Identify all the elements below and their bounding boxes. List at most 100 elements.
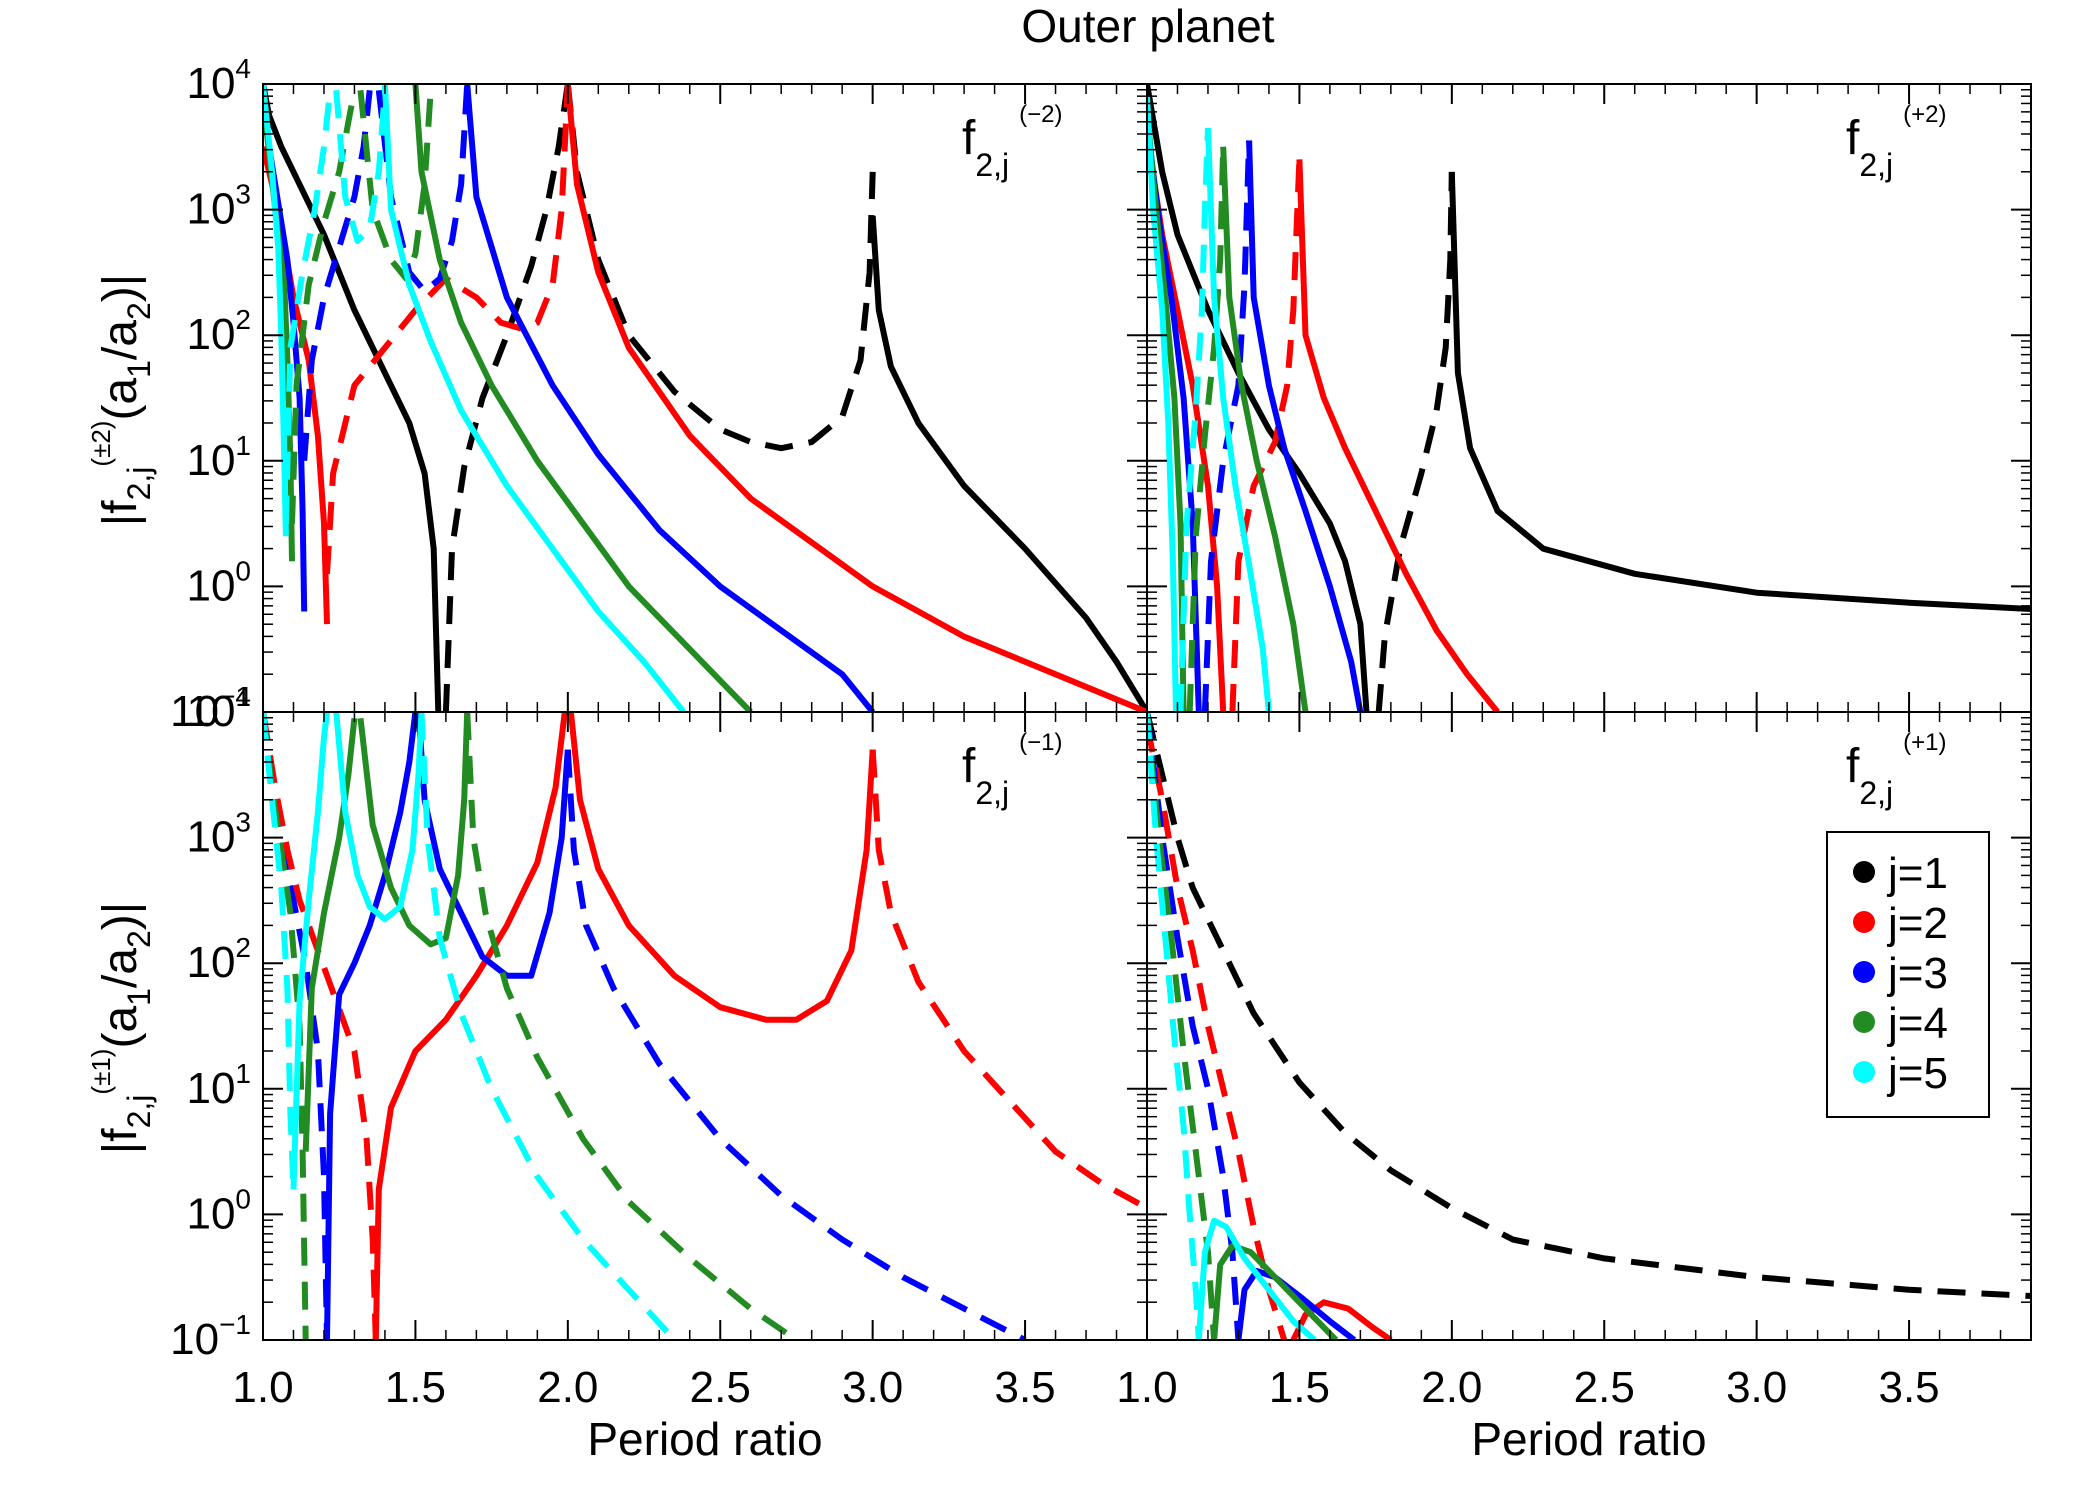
series-line-j-3-dashed bbox=[1201, 140, 1253, 712]
panel-label: f2,j(+2) bbox=[1846, 101, 1947, 183]
y-tick-label: 104 bbox=[186, 53, 251, 108]
y-tick-label: 102 bbox=[186, 932, 251, 987]
plot-frame bbox=[1146, 711, 2032, 1341]
x-tick-label: 1.0 bbox=[232, 1363, 293, 1412]
series-line-j-5-solid bbox=[290, 712, 330, 1190]
y-tick-label: 101 bbox=[186, 1058, 251, 1113]
series-line-j-4-solid bbox=[357, 712, 471, 948]
legend-label: j=5 bbox=[1886, 1049, 1948, 1098]
panel-top-right: f2,j(+2) bbox=[1146, 83, 2032, 713]
x-tick-label: 3.0 bbox=[1726, 1363, 1787, 1412]
x-tick-label: 2.5 bbox=[1574, 1363, 1635, 1412]
x-tick-label: 1.5 bbox=[1269, 1363, 1330, 1412]
series-line-j-4-dashed bbox=[289, 89, 358, 524]
series-line-j-3-dashed bbox=[564, 749, 1027, 1340]
x-tick-label: 2.5 bbox=[690, 1363, 751, 1412]
svg-text:|f2,j(±2)(a1/a2)|: |f2,j(±2)(a1/a2)| bbox=[86, 274, 157, 526]
series-line-j-5-solid bbox=[1147, 96, 1179, 712]
legend-label: j=1 bbox=[1886, 849, 1948, 898]
series-line-j-4-dashed bbox=[263, 712, 309, 1340]
series-line-j-3-solid bbox=[464, 84, 876, 712]
series-line-j-3-solid bbox=[324, 712, 419, 1340]
series-line-j-5-dashed bbox=[333, 90, 388, 244]
series-line-j-3-dashed bbox=[263, 712, 330, 1340]
panel-bottom-right: 1.0 1.5 2.0 2.5 3.0 3.5 f2,j(+1) bbox=[1116, 711, 2032, 1412]
svg-text:|f2,j(±1)(a1/a2)|: |f2,j(±1)(a1/a2)| bbox=[86, 902, 157, 1154]
series-line-j-1-solid bbox=[263, 84, 442, 712]
x-tick-label: 3.0 bbox=[842, 1363, 903, 1412]
panel-label: f2,j(−2) bbox=[962, 101, 1063, 183]
ylabel-top-sub2: 2 bbox=[121, 302, 157, 320]
y-tick-label: 10−1 bbox=[170, 681, 251, 736]
series-line-j-1-solid bbox=[1147, 84, 1370, 712]
series-group bbox=[263, 712, 1147, 1340]
panel-label: f2,j(−1) bbox=[962, 729, 1063, 811]
legend-label: j=4 bbox=[1886, 999, 1948, 1048]
plot-frame bbox=[262, 711, 1148, 1341]
ylabel-top-pre: |f bbox=[94, 500, 147, 526]
ylabel-bottom-sub: 2,j bbox=[121, 1095, 157, 1129]
ylabel-bottom-sub1: 1 bbox=[121, 988, 157, 1006]
legend-marker bbox=[1853, 911, 1875, 933]
x-tick-label: 3.5 bbox=[994, 1363, 1055, 1412]
ylabel-top-slash: /a bbox=[94, 320, 147, 360]
legend: j=1j=2j=3j=4j=5 bbox=[1826, 831, 1990, 1118]
ylabel-top-sup: (±2) bbox=[86, 421, 116, 467]
series-line-j-2-dashed bbox=[1147, 724, 1288, 1340]
series-line-j-5-solid bbox=[381, 84, 687, 712]
series-line-j-5-dashed bbox=[282, 89, 334, 524]
series-line-j-5-solid bbox=[333, 712, 425, 923]
y-tick-label: 103 bbox=[186, 179, 251, 234]
y-tick-label: 100 bbox=[186, 1183, 251, 1238]
x-tick-label: 2.0 bbox=[537, 1363, 598, 1412]
series-line-j-1-solid bbox=[1448, 171, 2031, 612]
legend-marker bbox=[1853, 961, 1875, 983]
panel-top-left: 10−1 100 101 102 103 104 f2,j(−2) bbox=[170, 53, 1148, 736]
series-line-j-5-dashed bbox=[1147, 712, 1202, 1340]
series-line-j-3-dashed bbox=[375, 84, 471, 295]
x-axis-label-left: Period ratio bbox=[587, 1413, 822, 1465]
y-tick-label: 103 bbox=[186, 807, 251, 862]
figure-title: Outer planet bbox=[1021, 0, 1274, 52]
x-tick-label: 1.0 bbox=[1116, 1363, 1177, 1412]
series-group bbox=[1147, 84, 2031, 712]
ylabel-bottom-post: )| bbox=[94, 902, 147, 930]
y-tick-label: 104 bbox=[186, 681, 251, 736]
x-tick-label: 3.5 bbox=[1878, 1363, 1939, 1412]
ylabel-top-sub1: 1 bbox=[121, 360, 157, 378]
series-line-j-2-solid bbox=[1296, 159, 1500, 712]
series-line-j-2-solid bbox=[1290, 1299, 1393, 1340]
y-tick-label: 100 bbox=[186, 555, 251, 610]
series-line-j-1-dashed bbox=[442, 84, 571, 712]
series-line-j-5-dashed bbox=[263, 712, 297, 1190]
panel-label: f2,j(+1) bbox=[1846, 729, 1947, 811]
series-line-j-2-solid bbox=[564, 84, 1147, 712]
x-tick-label: 2.0 bbox=[1421, 1363, 1482, 1412]
series-line-j-1-solid bbox=[869, 215, 1147, 712]
panel-bottom-left: 1.0 1.5 2.0 2.5 3.0 3.5 10−1 100 101 102 103 104 f2,… bbox=[170, 681, 1148, 1412]
series-line-j-2-solid bbox=[567, 712, 876, 1023]
series-line-j-2-dashed bbox=[324, 84, 571, 574]
series-line-j-1-dashed bbox=[1375, 171, 1455, 712]
y-tick-label: 101 bbox=[186, 430, 251, 485]
series-group bbox=[1147, 712, 2031, 1340]
series-line-j-4-solid bbox=[1211, 1242, 1339, 1340]
ylabel-bottom-sub2: 2 bbox=[121, 930, 157, 948]
series-line-j-2-dashed bbox=[1229, 159, 1303, 712]
series-line-j-5-dashed bbox=[1177, 127, 1211, 712]
series-line-j-4-solid bbox=[1220, 146, 1309, 712]
series-line-j-5-dashed bbox=[418, 712, 677, 1340]
plot-frame bbox=[1146, 83, 2032, 713]
series-line-j-1-dashed bbox=[564, 84, 876, 452]
y-axis-label-top: |f2,j(±2)(a1/a2)| bbox=[86, 274, 157, 526]
y-tick-label: 10−1 bbox=[170, 1309, 251, 1364]
ylabel-top-mid: (a bbox=[94, 378, 147, 421]
series-line-j-3-solid bbox=[415, 712, 571, 979]
legend-marker bbox=[1853, 1061, 1875, 1083]
series-group bbox=[263, 84, 1147, 712]
series-line-j-1-dashed bbox=[1147, 712, 2031, 1299]
series-line-j-2-dashed bbox=[263, 712, 379, 1340]
y-tick-label: 102 bbox=[186, 304, 251, 359]
series-line-j-3-solid bbox=[1246, 140, 1364, 712]
